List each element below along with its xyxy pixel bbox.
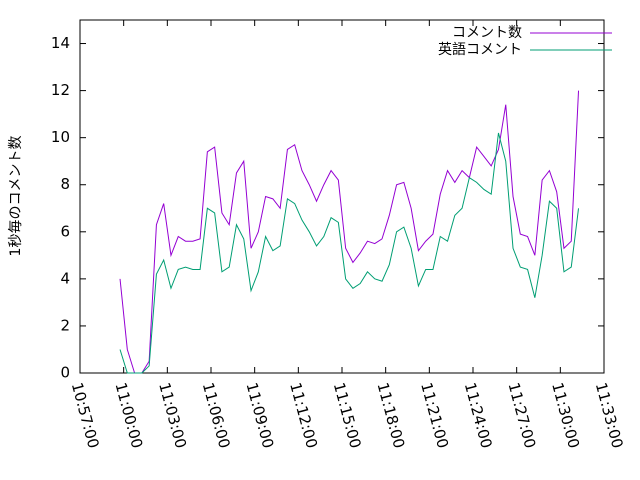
x-tick-label: 11:21:00 (417, 381, 452, 451)
x-tick-label: 11:06:00 (199, 381, 234, 451)
y-tick-label: 6 (60, 222, 70, 240)
y-tick-label: 12 (51, 81, 70, 99)
x-tick-label: 11:03:00 (155, 381, 190, 451)
x-tick-label: 11:33:00 (592, 381, 627, 451)
series-line (119, 132, 580, 374)
x-tick-label: 11:30:00 (548, 381, 583, 451)
x-tick-label: 11:27:00 (504, 381, 539, 451)
y-tick-label: 0 (60, 364, 70, 382)
y-tick-label: 10 (51, 128, 70, 146)
legend-label: コメント数 (452, 25, 522, 41)
y-tick-label: 14 (51, 34, 70, 52)
x-tick-label: 11:24:00 (461, 381, 496, 451)
y-tick-label: 8 (60, 175, 70, 193)
y-tick-label: 2 (60, 316, 70, 334)
x-tick-label: 11:00:00 (111, 381, 146, 451)
series-line (119, 90, 580, 374)
y-tick-label: 4 (60, 269, 70, 287)
y-axis-label: 1秒毎のコメント数 (8, 136, 24, 257)
plot-border (79, 19, 605, 374)
x-tick-label: 10:57:00 (68, 381, 103, 451)
x-tick-label: 11:09:00 (242, 381, 277, 451)
x-tick-label: 11:15:00 (330, 381, 365, 451)
legend-label: 英語コメント (438, 41, 522, 58)
x-tick-label: 11:12:00 (286, 381, 321, 451)
x-tick-label: 11:18:00 (373, 381, 408, 451)
